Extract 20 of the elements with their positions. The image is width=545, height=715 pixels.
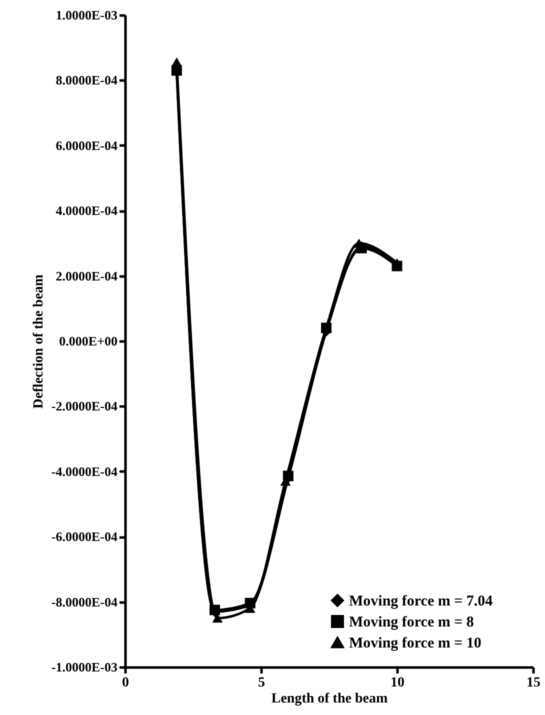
legend-label: Moving force m = 10 [349,636,482,652]
y-tick-label: 4.0000E-04 [56,203,118,218]
y-tick-label: -6.0000E-04 [51,529,118,544]
x-tick-label: 0 [122,676,129,690]
y-tick-label: 8.0000E-04 [56,72,118,88]
y-tick-label: -1.0000E-03 [51,660,118,674]
y-tick-label: -8.0000E-04 [51,594,118,610]
y-tick-label: -2.0000E-04 [51,398,118,414]
y-tick-label: -4.0000E-04 [51,464,118,479]
x-tick-label: 15 [526,676,540,690]
y-tick-label: 6.0000E-04 [56,138,118,153]
x-axis-title: Length of the beam [271,692,388,706]
legend-label: Moving force m = 7.04 [349,594,494,610]
y-axis-title: Deflection of the beam [31,274,46,409]
y-tick-label: 1.0000E-03 [56,8,118,22]
y-tick-label: 2.0000E-04 [56,268,118,284]
y-tick-label: 0.000E+00 [59,334,118,348]
x-tick-label: 10 [390,676,404,690]
legend-label: Moving force m = 8 [349,614,474,630]
x-tick-label: 5 [258,676,265,690]
